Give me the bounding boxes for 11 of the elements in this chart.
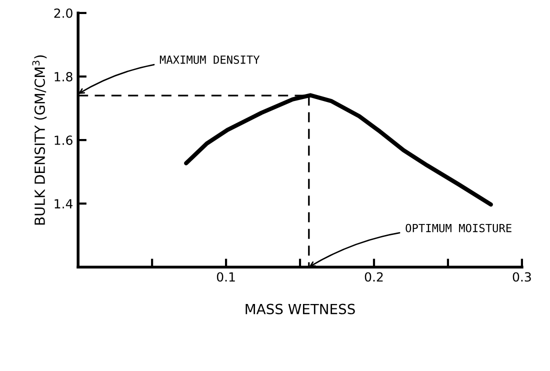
annotation: MAXIMUM DENSITY	[160, 55, 260, 64]
y-axis-title: BULK DENSITY (GM/CM$^{3}$)	[32, 55, 47, 225]
annotation: OPTIMUM MOISTURE	[406, 224, 512, 232]
x-tick-label: 0.3	[512, 272, 531, 282]
y-tick-label: 1.8	[54, 72, 72, 82]
x-axis-title: MASS WETNESS	[246, 304, 355, 314]
y-tick-label: 1.6	[54, 136, 72, 145]
y-tick-label: 1.4	[54, 199, 73, 208]
x-tick-label: 0.1	[216, 272, 235, 282]
x-tick-label: 0.2	[364, 272, 383, 282]
y-tick-label: 2.0	[54, 8, 72, 18]
